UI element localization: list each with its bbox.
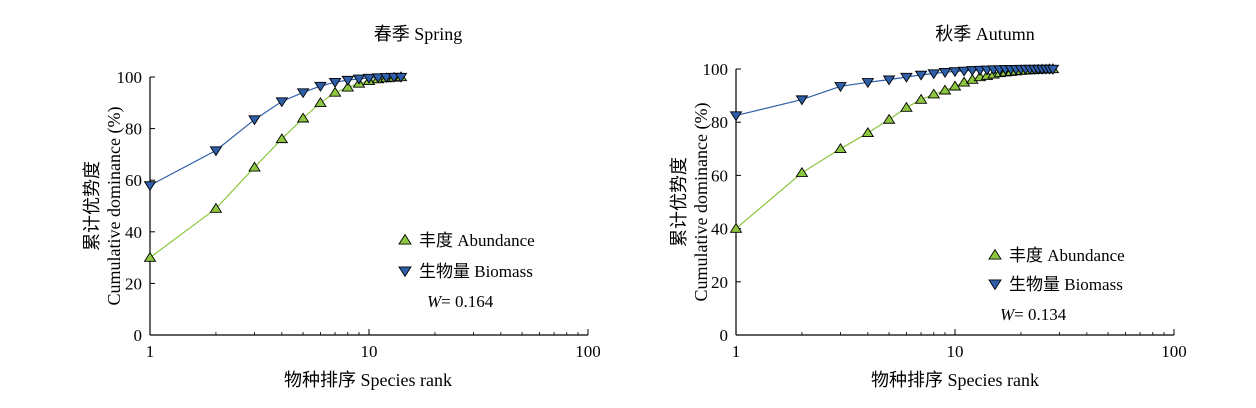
biomass-point (795, 95, 809, 106)
biomass-point (296, 88, 310, 99)
y-tick-label: 100 (703, 60, 729, 79)
y-tick-label: 80 (125, 120, 142, 139)
legend-abundance-marker (398, 233, 412, 245)
legend-biomass-marker (988, 279, 1002, 291)
biomass-point (927, 69, 941, 80)
legend-abundance-label: 丰度 Abundance (1009, 246, 1125, 265)
biomass-point (948, 67, 962, 78)
panel-2: 秋季 Autumn 0 20 40 60 80 100 1 10 100 物种排序 Species … (669, 24, 1187, 390)
w-statistic-value: = 0.164 (441, 292, 494, 311)
abundance-point (729, 222, 743, 233)
y-tick-label: 20 (125, 274, 142, 293)
legend-biomass-marker (398, 266, 412, 278)
legend-biomass-label: 生物量 Biomass (1009, 275, 1123, 294)
abundance-point (341, 81, 355, 92)
biomass-point (143, 181, 157, 192)
abundance-point (834, 143, 847, 153)
biomass-point (394, 72, 408, 83)
y-tick-label: 80 (711, 113, 728, 132)
biomass-point (938, 68, 952, 78)
y-axis-label-cn: 累计优势度 (669, 157, 689, 247)
abundance-point (795, 166, 809, 177)
legend-abundance-label: 丰度 Abundance (419, 231, 535, 250)
y-tick-label: 100 (117, 68, 143, 87)
y-tick-label: 40 (125, 223, 142, 242)
y-tick-label: 0 (134, 326, 143, 345)
w-statistic-symbol: W (1000, 305, 1016, 324)
y-tick-label: 60 (125, 171, 142, 190)
x-tick-label: 1 (146, 342, 155, 361)
biomass-point (328, 77, 342, 88)
biomass-point (834, 82, 847, 93)
y-axis-label: 累计优势度 Cumulative dominance (%) (82, 107, 125, 306)
biomass-point (362, 73, 376, 84)
abundance-series-line (735, 68, 1053, 230)
biomass-point (882, 75, 896, 86)
panel-1: 春季 Spring 0 20 40 60 80 100 1 10 100 物种排序 Species … (82, 24, 601, 390)
biomass-point (914, 70, 928, 81)
chart-title: 春季 Spring (374, 24, 463, 44)
w-statistic: W= 0.134 (1000, 305, 1067, 324)
biomass-point (900, 72, 913, 83)
chart-title: 秋季 Autumn (935, 24, 1035, 44)
x-axis-label: 物种排序 Species rank (871, 370, 1039, 390)
abundance-point (914, 93, 928, 104)
abundance-point (209, 202, 223, 213)
abundance-series-line (149, 76, 402, 259)
biomass-point (275, 97, 289, 108)
abundance-point (248, 161, 261, 172)
x-axis-label: 物种排序 Species rank (284, 370, 452, 390)
y-tick-label: 60 (711, 166, 728, 185)
biomass-point (380, 73, 393, 84)
w-statistic: W= 0.164 (427, 292, 494, 311)
biomass-point (729, 111, 743, 122)
abundance-point (900, 101, 913, 112)
x-tick-label: 100 (575, 342, 601, 361)
x-tick-label: 1 (732, 342, 741, 361)
abundance-point (314, 97, 327, 107)
biomass-point (957, 66, 971, 77)
abundance-point (861, 127, 875, 138)
abundance-point (275, 133, 289, 144)
y-axis-label: 累计优势度 Cumulative dominance (%) (669, 103, 712, 302)
x-tick-label: 10 (947, 342, 964, 361)
abundance-point (882, 113, 896, 124)
legend-abundance-marker (988, 248, 1002, 260)
abundance-point (948, 80, 962, 91)
w-statistic-symbol: W (427, 292, 443, 311)
abundance-point (927, 88, 941, 99)
y-axis-label-en: Cumulative dominance (%) (104, 107, 125, 306)
y-tick-label: 40 (711, 220, 728, 239)
y-tick-label: 20 (711, 273, 728, 292)
biomass-point (248, 115, 261, 126)
biomass-point (1046, 64, 1060, 75)
y-tick-label: 0 (720, 326, 729, 345)
biomass-point (352, 74, 366, 85)
biomass-series-line (149, 76, 402, 186)
biomass-point (209, 146, 223, 157)
y-axis-label-en: Cumulative dominance (%) (691, 103, 712, 302)
biomass-point (371, 73, 385, 84)
abundance-point (938, 84, 952, 95)
y-axis-label-cn: 累计优势度 (82, 161, 102, 251)
legend-biomass-label: 生物量 Biomass (419, 262, 533, 281)
abundance-point (957, 76, 971, 87)
biomass-point (341, 75, 355, 86)
biomass-point (966, 66, 979, 77)
biomass-point (314, 81, 327, 92)
abundance-point (328, 86, 342, 97)
x-tick-label: 100 (1161, 342, 1187, 361)
w-statistic-value: = 0.134 (1014, 305, 1067, 324)
abundance-point (296, 112, 310, 123)
abundance-point (143, 251, 157, 262)
biomass-point (861, 78, 875, 89)
x-tick-label: 10 (361, 342, 378, 361)
